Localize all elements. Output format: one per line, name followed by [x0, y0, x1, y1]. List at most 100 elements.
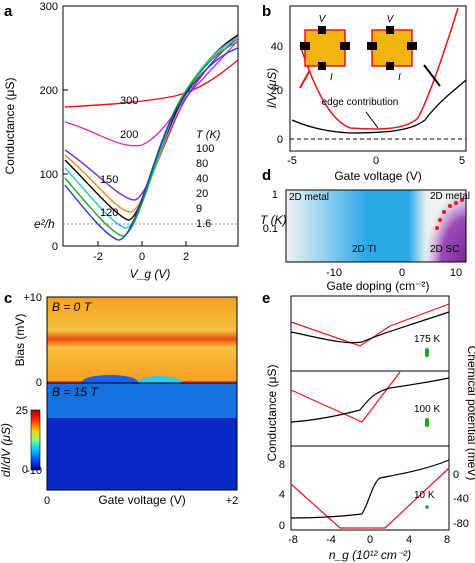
a-curve-9 — [64, 47, 239, 241]
b-curve-black — [291, 79, 467, 134]
d-region-sc: 2D SC — [430, 244, 459, 255]
e-temp-100: 100 K — [414, 404, 440, 415]
e-cond-100 — [290, 371, 401, 423]
e-ylabel-right: Chemical potential (meV) — [465, 346, 475, 481]
panel-e: e 175 K 100 K 10 K 8 4 0 0 -40 -80 -8 -4… — [262, 290, 475, 562]
a-curve-300 — [64, 59, 239, 108]
panel-e-label: e — [262, 290, 270, 307]
a-ytick-0: 0 — [52, 241, 58, 253]
panel-a-curve-labels: 300 200 150 120 T (K) 100 80 40 20 9 1.6 — [100, 95, 221, 230]
a-ytick-100: 100 — [40, 169, 58, 181]
b-annotation-arrow — [365, 111, 379, 129]
panel-a: a 0 100 200 300 -2 0 2 Conductance (μS) … — [3, 1, 239, 281]
b-inset-left: V I — [299, 14, 350, 89]
panel-d-label: d — [262, 167, 271, 184]
b-inset-left-v: V — [319, 14, 327, 25]
d-xtick-m10: -10 — [326, 267, 342, 279]
panel-c-frame — [46, 296, 238, 491]
a-ytick-200: 200 — [40, 85, 58, 97]
d-region-metal-left: 2D metal — [289, 192, 329, 203]
a-label-20: 20 — [196, 188, 208, 200]
b-annotation: edge contribution — [322, 97, 399, 108]
panel-b-label: b — [262, 3, 271, 20]
e-lt-4: 4 — [279, 489, 285, 501]
c-ylabel-top: Bias (mV) — [13, 314, 27, 367]
d-region-ti: 2D TI — [352, 244, 376, 255]
e-ylabel-left: Conductance (μS) — [265, 365, 279, 462]
a-label-120: 120 — [100, 207, 118, 219]
d-dots — [435, 198, 464, 230]
panel-a-frame — [62, 5, 239, 247]
d-ytick-1: 1 — [272, 189, 278, 201]
c-bottom-field: B = 15 T — [52, 385, 99, 399]
e-lt-8: 8 — [279, 459, 285, 471]
a-legend-title: T (K) — [196, 129, 221, 141]
c-xtick-0: 0 — [44, 495, 50, 507]
c-ytick-p10: +10 — [23, 292, 42, 304]
b-inset-left-arrow — [299, 69, 311, 89]
e-rt-0: 0 — [453, 469, 459, 481]
panel-a-xticks: -2 0 2 — [93, 241, 189, 263]
e-cond-175 — [290, 303, 450, 347]
b-ytick-0: 0 — [277, 134, 283, 146]
c-top-field: B = 0 T — [52, 300, 93, 314]
panel-b-frame — [289, 5, 467, 152]
b-inset-left-i: I — [330, 72, 333, 83]
e-xt-0: 0 — [367, 534, 373, 546]
d-region-metal-right: 2D metal — [430, 191, 470, 202]
d-xtick-10: 10 — [450, 267, 462, 279]
panel-d-frame — [285, 189, 467, 263]
a-curve-200 — [64, 39, 239, 147]
a-ehref-label: e²/h — [34, 217, 55, 231]
a-xtick-0: 0 — [139, 251, 145, 263]
a-label-40: 40 — [196, 173, 208, 185]
d-ytick-0p1: 0.1 — [263, 223, 278, 235]
e-marker-100 — [425, 418, 429, 427]
e-rt-m40: -40 — [453, 493, 469, 505]
a-label-150: 150 — [100, 174, 118, 186]
a-ylabel: Conductance (μS) — [3, 78, 17, 175]
panel-c-label: c — [4, 290, 12, 307]
a-label-9: 9 — [196, 203, 202, 215]
b-xtick-0: 0 — [373, 155, 379, 167]
c-cbar-25: 25 — [16, 405, 28, 417]
e-temp-10: 10 K — [414, 490, 435, 501]
a-ytick-300: 300 — [40, 1, 58, 13]
e-marker-10 — [425, 505, 429, 509]
a-xtick-m2: -2 — [93, 251, 103, 263]
c-ylabel-bottom: dI/dV (μS) — [0, 423, 13, 477]
a-label-100: 100 — [196, 143, 214, 155]
e-xt-m8: -8 — [288, 534, 298, 546]
b-curve-red — [299, 7, 459, 130]
e-rt-m80: -80 — [453, 518, 469, 530]
c-cbar-0: 0 — [22, 464, 28, 476]
a-label-200: 200 — [120, 129, 138, 141]
b-xlabel: Gate voltage (V) — [334, 169, 421, 183]
b-inset-right-i: I — [398, 72, 401, 83]
b-ytick-20: 20 — [271, 85, 283, 97]
e-xt-8: 8 — [444, 534, 450, 546]
c-ytick-0: 0 — [36, 377, 42, 389]
a-xtick-2: 2 — [183, 251, 189, 263]
e-chem-175 — [290, 311, 450, 344]
e-temp-175: 175 K — [414, 334, 440, 345]
b-inset-right-device — [371, 29, 413, 67]
b-xtick-5: 5 — [459, 155, 465, 167]
b-inset-right-arrow — [423, 64, 441, 87]
b-inset-right: V I — [367, 14, 441, 87]
b-xtick-m5: -5 — [287, 155, 297, 167]
e-lt-0: 0 — [279, 520, 285, 532]
d-xlabel: Gate doping (cm⁻²) — [326, 279, 429, 293]
panel-b: b 0 20 40 -5 0 5 I/V (μS) Gate voltage (… — [262, 3, 467, 183]
c-xlabel: Gate voltage (V) — [98, 493, 185, 507]
panel-a-yticks: 0 100 200 300 — [40, 1, 68, 253]
e-chem-10 — [290, 459, 450, 519]
b-inset-right-v: V — [387, 14, 395, 25]
panel-d: d 2D metal 2D metal 2D TI 2D SC 1 0.1 T … — [260, 167, 470, 293]
b-inset-left-device — [304, 29, 346, 67]
a-xlabel: V_g (V) — [130, 267, 171, 281]
e-cond-10 — [290, 467, 450, 529]
panel-a-label: a — [4, 3, 13, 20]
b-ytick-40: 40 — [271, 41, 283, 53]
d-xtick-0: 0 — [399, 267, 405, 279]
